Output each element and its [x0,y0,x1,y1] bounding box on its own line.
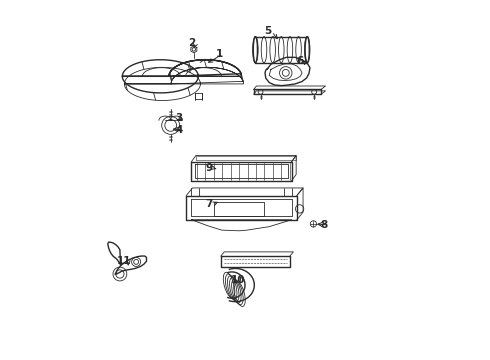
Text: 11: 11 [117,256,131,266]
Text: 4: 4 [175,125,183,135]
Text: 2: 2 [188,39,195,49]
Text: 9: 9 [205,163,212,173]
Text: 8: 8 [321,220,328,230]
Text: 10: 10 [231,275,245,285]
Text: 7: 7 [205,199,212,209]
Text: 5: 5 [264,26,271,36]
Text: 6: 6 [296,56,304,66]
Text: 3: 3 [176,113,183,123]
Text: 1: 1 [216,49,222,59]
